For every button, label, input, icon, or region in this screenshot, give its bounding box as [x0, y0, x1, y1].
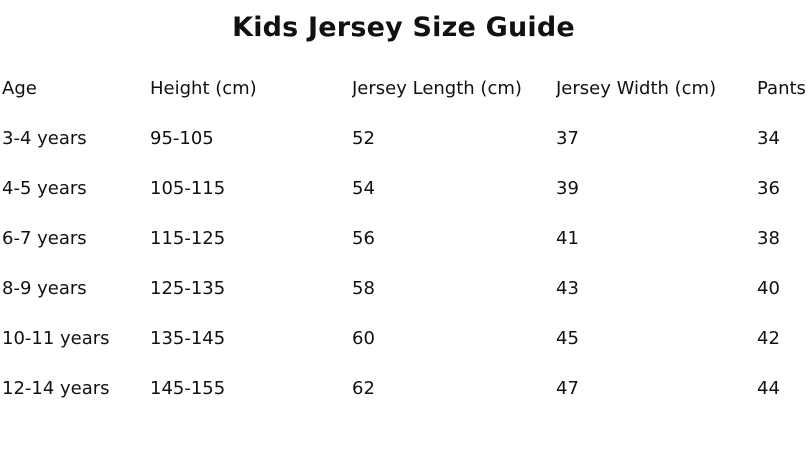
cell-jersey-length: 56 [352, 227, 375, 249]
cell-jersey-width: 45 [556, 327, 579, 349]
cell-height: 115-125 [150, 227, 226, 249]
cell-height: 135-145 [150, 327, 226, 349]
cell-age: 8-9 years [2, 277, 87, 299]
cell-jersey-length: 62 [352, 377, 375, 399]
column-header-jersey-length: Jersey Length (cm) [352, 77, 522, 99]
column-header-pants: Pants [757, 77, 806, 99]
size-guide-page: Kids Jersey Size Guide Age Height (cm) J… [0, 12, 807, 452]
size-guide-table: Age Height (cm) Jersey Length (cm) Jerse… [0, 63, 807, 413]
cell-pants: 40 [757, 277, 780, 299]
cell-jersey-length: 60 [352, 327, 375, 349]
cell-jersey-length: 58 [352, 277, 375, 299]
cell-jersey-length: 52 [352, 127, 375, 149]
cell-age: 12-14 years [2, 377, 110, 399]
cell-pants: 36 [757, 177, 780, 199]
cell-jersey-width: 43 [556, 277, 579, 299]
cell-height: 95-105 [150, 127, 214, 149]
cell-jersey-width: 39 [556, 177, 579, 199]
cell-height: 125-135 [150, 277, 226, 299]
cell-age: 3-4 years [2, 127, 87, 149]
cell-height: 105-115 [150, 177, 226, 199]
page-title: Kids Jersey Size Guide [232, 12, 575, 43]
column-header-height: Height (cm) [150, 77, 257, 99]
cell-pants: 44 [757, 377, 780, 399]
cell-jersey-width: 37 [556, 127, 579, 149]
cell-jersey-width: 47 [556, 377, 579, 399]
table-row: 10-11 years 135-145 60 45 42 [0, 313, 807, 363]
cell-jersey-width: 41 [556, 227, 579, 249]
cell-jersey-length: 54 [352, 177, 375, 199]
table-row: 12-14 years 145-155 62 47 44 [0, 363, 807, 413]
table-row: 4-5 years 105-115 54 39 36 [0, 163, 807, 213]
cell-pants: 42 [757, 327, 780, 349]
column-header-jersey-width: Jersey Width (cm) [556, 77, 717, 99]
cell-pants: 34 [757, 127, 780, 149]
cell-age: 10-11 years [2, 327, 110, 349]
cell-height: 145-155 [150, 377, 226, 399]
cell-pants: 38 [757, 227, 780, 249]
column-header-age: Age [2, 77, 37, 99]
table-row: 6-7 years 115-125 56 41 38 [0, 213, 807, 263]
cell-age: 4-5 years [2, 177, 87, 199]
table-row: 8-9 years 125-135 58 43 40 [0, 263, 807, 313]
cell-age: 6-7 years [2, 227, 87, 249]
table-header-row: Age Height (cm) Jersey Length (cm) Jerse… [0, 63, 807, 113]
table-row: 3-4 years 95-105 52 37 34 [0, 113, 807, 163]
